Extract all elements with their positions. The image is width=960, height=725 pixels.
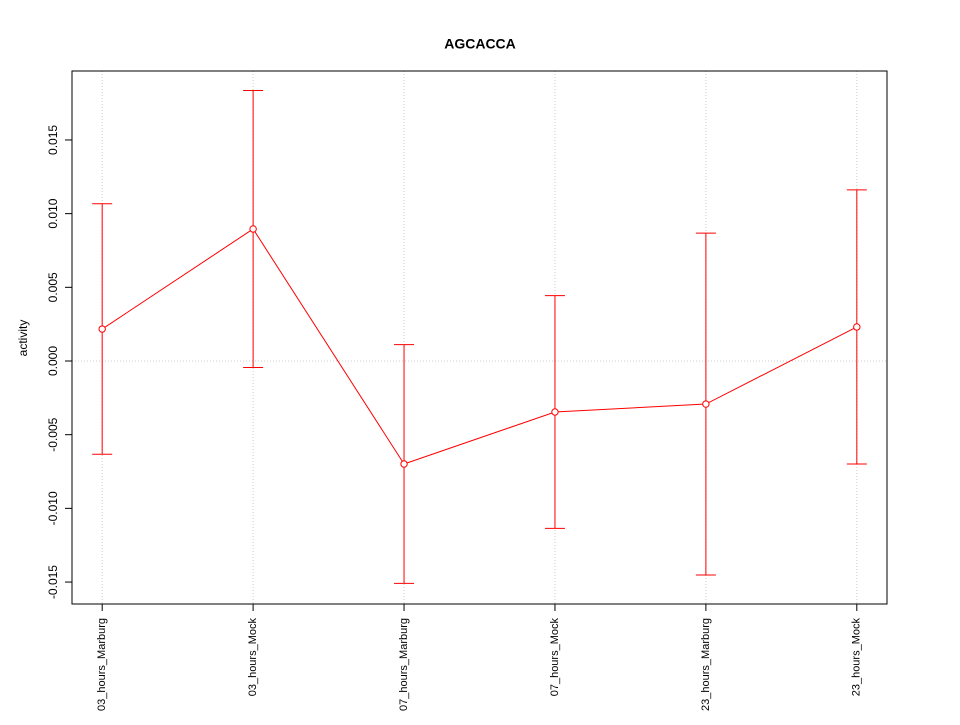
y-tick-label: -0.005 [46, 417, 60, 451]
y-tick-label: 0.010 [46, 198, 60, 228]
y-tick-label: -0.015 [46, 565, 60, 599]
x-tick-label: 07_hours_Marburg [398, 618, 410, 711]
x-tick-label: 23_hours_Marburg [700, 618, 712, 711]
x-tick-label: 07_hours_Mock [549, 618, 561, 697]
point [551, 408, 559, 416]
plot-frame [71, 70, 888, 605]
point [400, 460, 408, 468]
point [853, 323, 861, 331]
x-tick-label: 03_hours_Marburg [96, 618, 108, 711]
y-tick-label: 0.000 [46, 346, 60, 376]
line [101, 228, 858, 465]
point [249, 225, 257, 233]
point [702, 400, 710, 408]
y-tick-label: -0.010 [46, 491, 60, 525]
y-tick-label: 0.005 [46, 272, 60, 302]
x-tick-label: 03_hours_Mock [247, 618, 259, 697]
chart-title: AGCACCA [444, 36, 516, 52]
y-axis-label: activity [16, 320, 30, 357]
y-tick-label: 0.015 [46, 125, 60, 155]
x-tick-label: 23_hours_Mock [851, 618, 863, 697]
point [98, 325, 106, 333]
